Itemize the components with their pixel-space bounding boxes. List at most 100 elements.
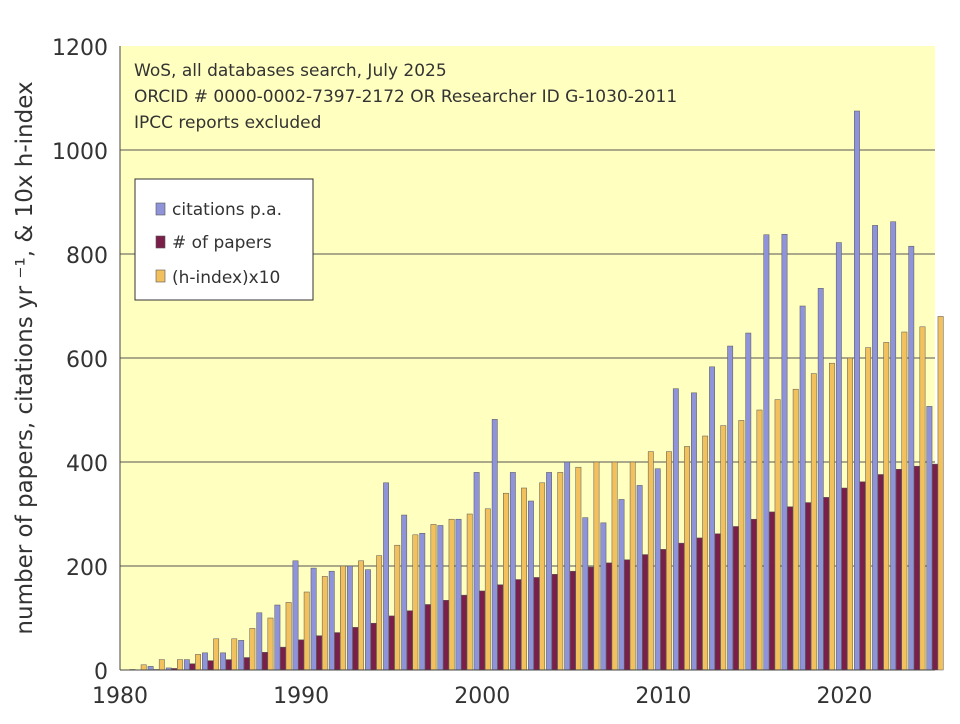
bar-hindex	[702, 435, 709, 671]
bar-hindex	[340, 565, 346, 671]
y-tick-labels: 0 200 400 600 800 1000 1200	[52, 36, 108, 685]
x-tick-label: 2010	[635, 684, 691, 709]
bar-papers	[352, 627, 359, 671]
y-tick-label: 1000	[52, 140, 108, 165]
bar-papers	[424, 604, 431, 671]
x-tick-label: 1990	[273, 684, 329, 709]
bar-hindex	[937, 316, 944, 671]
bar-papers	[334, 632, 341, 671]
bar-hindex	[575, 466, 582, 671]
bar-hindex	[720, 425, 727, 671]
bar-papers	[370, 622, 377, 671]
bar-papers	[823, 497, 830, 671]
bar-citations	[564, 461, 571, 671]
bar-hindex	[285, 602, 292, 671]
bar-citations	[437, 525, 444, 671]
bar-citations	[473, 472, 480, 671]
bar-papers	[606, 562, 612, 671]
bar-citations	[256, 612, 263, 671]
bar-citations	[691, 392, 697, 671]
bar-hindex	[774, 399, 781, 671]
bar-papers	[642, 554, 649, 671]
legend-label-hindex: (h-index)x10	[172, 268, 280, 288]
bar-papers	[714, 533, 721, 671]
legend-swatch-citations	[155, 202, 166, 216]
bar-citations	[654, 468, 661, 671]
bar-papers	[189, 663, 196, 671]
bar-citations	[292, 560, 299, 671]
bar-citations	[799, 305, 806, 671]
bar-papers	[678, 542, 685, 671]
legend: citations p.a. # of papers (h-index)x10	[134, 178, 314, 301]
bar-papers	[624, 559, 631, 671]
bar-citations	[582, 517, 589, 671]
bar-hindex	[756, 409, 763, 671]
bar-papers	[805, 502, 812, 671]
bar-citations	[854, 110, 860, 671]
bar-hindex	[557, 472, 564, 671]
bar-papers	[859, 481, 866, 671]
bar-citations	[455, 518, 462, 671]
bar-citations	[709, 366, 715, 671]
x-tick-label: 2000	[454, 684, 510, 709]
bar-citations	[926, 406, 933, 671]
bar-citations	[745, 332, 752, 671]
bar-papers	[406, 610, 413, 671]
x-tick-labels: 1980 1990 2000 2010 2020	[92, 684, 872, 709]
bar-hindex	[195, 654, 201, 671]
bar-hindex	[430, 524, 437, 671]
bar-hindex	[810, 373, 817, 671]
bar-papers	[569, 570, 576, 671]
bar-hindex	[883, 342, 890, 671]
bar-citations	[310, 567, 317, 671]
bar-hindex	[448, 518, 455, 671]
bar-papers	[443, 600, 449, 671]
bar-citations	[147, 666, 154, 671]
bar-citations	[274, 604, 281, 671]
x-tick-label: 2020	[816, 684, 872, 709]
bar-hindex	[140, 664, 147, 671]
bar-hindex	[177, 659, 183, 671]
bar-citations	[763, 234, 770, 671]
legend-swatch-hindex	[155, 269, 166, 283]
bar-papers	[551, 574, 558, 671]
bar-citations	[872, 225, 878, 671]
bar-citations	[618, 499, 625, 671]
bar-citations	[672, 388, 679, 671]
annotation-line-2: ORCID # 0000-0002-7397-2172 OR Researche…	[134, 87, 677, 107]
bar-hindex	[919, 326, 926, 671]
bar-papers	[497, 584, 504, 671]
bar-citations	[528, 500, 534, 671]
bar-hindex	[738, 420, 745, 671]
y-tick-label: 0	[94, 660, 108, 685]
bar-hindex	[412, 534, 419, 671]
bar-papers	[913, 465, 920, 671]
legend-swatch-papers	[155, 235, 166, 249]
bar-hindex	[394, 544, 401, 671]
bar-hindex	[267, 617, 274, 671]
legend-label-papers: # of papers	[172, 233, 272, 253]
bar-citations	[183, 659, 190, 671]
bar-hindex	[158, 659, 165, 671]
bar-citations	[817, 288, 824, 671]
bar-papers	[787, 506, 794, 671]
bar-papers	[696, 537, 703, 671]
bar-hindex	[684, 446, 690, 671]
y-tick-label: 1200	[52, 36, 108, 61]
bar-citations	[546, 472, 552, 671]
bar-hindex	[539, 482, 546, 671]
y-tick-label: 800	[66, 244, 108, 269]
bar-citations	[636, 485, 643, 671]
bar-citations	[346, 565, 353, 671]
bar-papers	[388, 615, 395, 671]
bar-hindex	[249, 628, 256, 671]
annotation-line-1: WoS, all databases search, July 2025	[134, 61, 447, 81]
bar-citations	[727, 345, 734, 671]
y-tick-label: 600	[66, 348, 108, 373]
bar-papers	[660, 549, 667, 671]
bar-papers	[243, 657, 250, 671]
legend-label-citations: citations p.a.	[172, 200, 282, 220]
bar-hindex	[629, 461, 636, 671]
bar-papers	[479, 590, 486, 671]
bar-papers	[225, 659, 232, 671]
